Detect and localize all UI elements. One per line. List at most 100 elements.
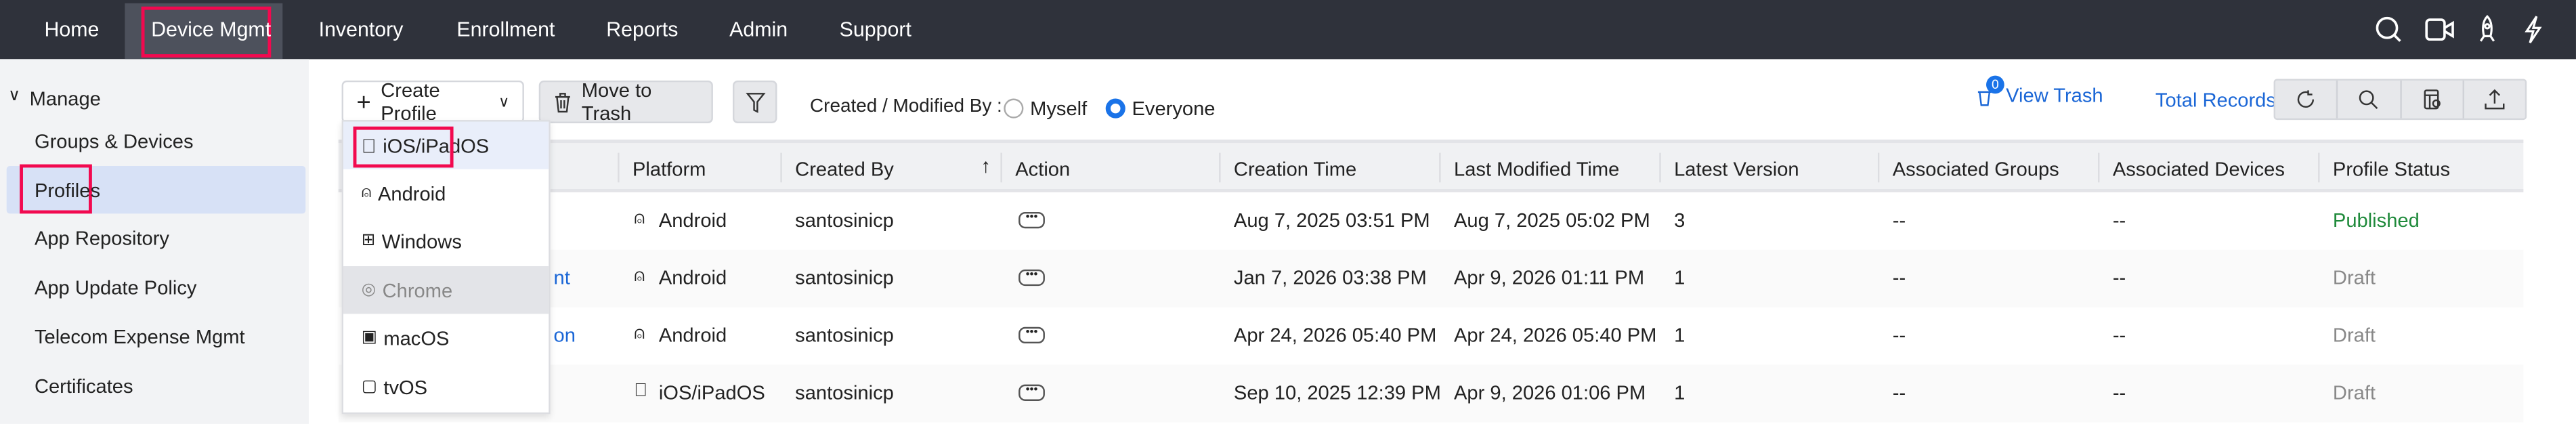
radio-icon[interactable] [1105,98,1125,119]
table-row[interactable]: ⍝ ••• nt Android santosinicp Jan 7, 2026 03:3… [338,249,2524,308]
sidebar-item-certificates[interactable]: Certificates [34,375,133,398]
android-icon: ⍝ [634,209,645,229]
highlight-box [141,6,272,58]
col-last-modified[interactable]: Last Modified Time [1454,157,1620,181]
sidebar-item-profiles[interactable]: Profiles [34,179,101,203]
nav-device-mgmt[interactable]: Device Mgmt [151,18,272,41]
android-icon: ⍝ [634,323,645,344]
move-to-trash-button[interactable]: Move to Trash [538,79,713,125]
more-actions-icon[interactable]: ••• [1018,269,1045,287]
last-modified-cell: Aug 7, 2025 05:02 PM [1454,209,1650,232]
platform-cell: iOS/iPadOS [658,381,765,404]
refresh-icon[interactable] [2275,80,2338,119]
lightning-icon[interactable] [2518,15,2548,45]
top-nav: Home Device Mgmt Inventory Enrollment Re… [0,0,2576,60]
view-trash-link[interactable]: 0 View Trash [1976,75,2103,107]
video-icon[interactable] [2425,15,2455,45]
more-actions-icon[interactable]: ••• [1018,326,1045,344]
menu-item-label: tvOS [383,375,428,399]
create-profile-dropdown: iOS/iPadOS ⍝ Android ⊞ Windows ◎ Chrome ▣ m… [341,120,551,415]
view-trash-label: View Trash [2006,83,2103,107]
platform-cell: Android [658,323,727,347]
profile-name-link[interactable]: nt [553,266,570,289]
radio-myself-label: Myself [1030,97,1088,121]
trash-icon [554,91,572,113]
last-modified-cell: Apr 9, 2026 01:11 PM [1454,266,1645,289]
associated-groups-cell: -- [1892,209,1906,232]
profile-status-cell: Draft [2332,266,2376,289]
search-icon[interactable] [2338,80,2401,119]
nav-admin[interactable]: Admin [729,18,788,41]
sidebar-item-app-repository[interactable]: App Repository [34,226,169,250]
nav-reports[interactable]: Reports [606,18,679,41]
android-icon: ⍝ [634,266,645,287]
column-settings-icon[interactable] [2401,80,2464,119]
sidebar-item-groups-devices[interactable]: Groups & Devices [34,129,194,153]
radio-icon[interactable] [1004,98,1024,119]
creation-time-cell: Sep 10, 2025 12:39 PM [1233,381,1441,404]
profile-status-cell: Draft [2332,323,2376,347]
tvos-icon: ▢ [361,377,377,396]
created-by-cell: santosinicp [795,209,894,232]
radio-myself[interactable]: Myself [1004,97,1087,120]
creation-time-cell: Aug 7, 2025 03:51 PM [1233,209,1430,232]
sidebar-item-telecom-expense[interactable]: Telecom Expense Mgmt [34,325,245,349]
menu-item-windows[interactable]: ⊞ Windows [343,217,549,264]
table-header: Platform Created By ↑ Action Creation Ti… [338,140,2524,192]
radio-everyone-label: Everyone [1132,97,1216,121]
apple-icon:  [634,381,647,401]
total-records-link[interactable]: Total Records [2155,89,2276,112]
menu-item-chrome: ◎ Chrome [343,266,549,314]
created-by-cell: santosinicp [795,266,894,289]
plus-icon: + [356,87,371,116]
trash-count-badge: 0 [1986,75,2004,94]
sidebar: ∨ Manage Groups & Devices Profiles App R… [0,59,309,424]
col-associated-devices[interactable]: Associated Devices [2112,157,2285,181]
profile-name-link[interactable]: on [553,323,576,347]
menu-item-label: Chrome [382,278,453,302]
table-tools [2273,79,2527,121]
associated-devices-cell: -- [2112,209,2126,232]
col-created-by[interactable]: Created By [795,157,894,181]
nav-support[interactable]: Support [839,18,911,41]
table-row[interactable]: ⍝ ••• on Android santosinicp Apr 24, 2026 05:… [339,308,2524,365]
table-row[interactable]:  ••• iOS/iPadOS santosinicp Sep 10, 2025 12… [338,364,2524,423]
chevron-down-icon: ∨ [498,93,510,110]
filter-button[interactable] [732,80,777,123]
menu-item-macos[interactable]: ▣ macOS [343,314,549,361]
nav-enrollment[interactable]: Enrollment [456,18,555,41]
chrome-icon: ◎ [361,280,376,299]
col-profile-status[interactable]: Profile Status [2332,157,2451,181]
sidebar-active-bg [6,166,306,214]
sidebar-item-app-update-policy[interactable]: App Update Policy [34,276,197,299]
latest-version-cell: 1 [1674,323,1686,347]
col-associated-groups[interactable]: Associated Groups [1892,157,2059,181]
radio-everyone[interactable]: Everyone [1105,97,1216,121]
table-row[interactable]: ⍝ ••• Android santosinicp Aug 7, 2025 03:51 … [339,192,2524,250]
menu-item-tvos[interactable]: ▢ tvOS [343,363,549,410]
rocket-icon[interactable] [2472,15,2502,45]
menu-item-android[interactable]: ⍝ Android [343,169,549,217]
last-modified-cell: Apr 9, 2026 01:06 PM [1454,381,1646,404]
col-creation-time[interactable]: Creation Time [1233,157,1357,181]
associated-groups-cell: -- [1892,323,1906,347]
col-action: Action [1015,157,1071,181]
search-icon[interactable] [2374,15,2404,45]
create-profile-button[interactable]: + Create Profile ∨ [341,79,524,125]
col-platform[interactable]: Platform [632,157,706,181]
more-actions-icon[interactable]: ••• [1018,384,1045,401]
nav-inventory[interactable]: Inventory [318,18,404,41]
associated-devices-cell: -- [2112,323,2126,347]
create-profile-label: Create Profile [381,79,440,125]
platform-cell: Android [658,209,727,232]
export-icon[interactable] [2464,81,2525,119]
menu-item-label: Windows [381,229,462,253]
menu-item-label: macOS [383,326,450,349]
more-actions-icon[interactable]: ••• [1018,211,1045,229]
sort-up-icon[interactable]: ↑ [981,154,991,178]
col-latest-version[interactable]: Latest Version [1674,157,1799,181]
sidebar-section-manage[interactable]: Manage [29,87,101,110]
nav-home[interactable]: Home [44,18,100,41]
chevron-down-icon[interactable]: ∨ [8,87,20,106]
created-by-cell: santosinicp [795,323,894,347]
